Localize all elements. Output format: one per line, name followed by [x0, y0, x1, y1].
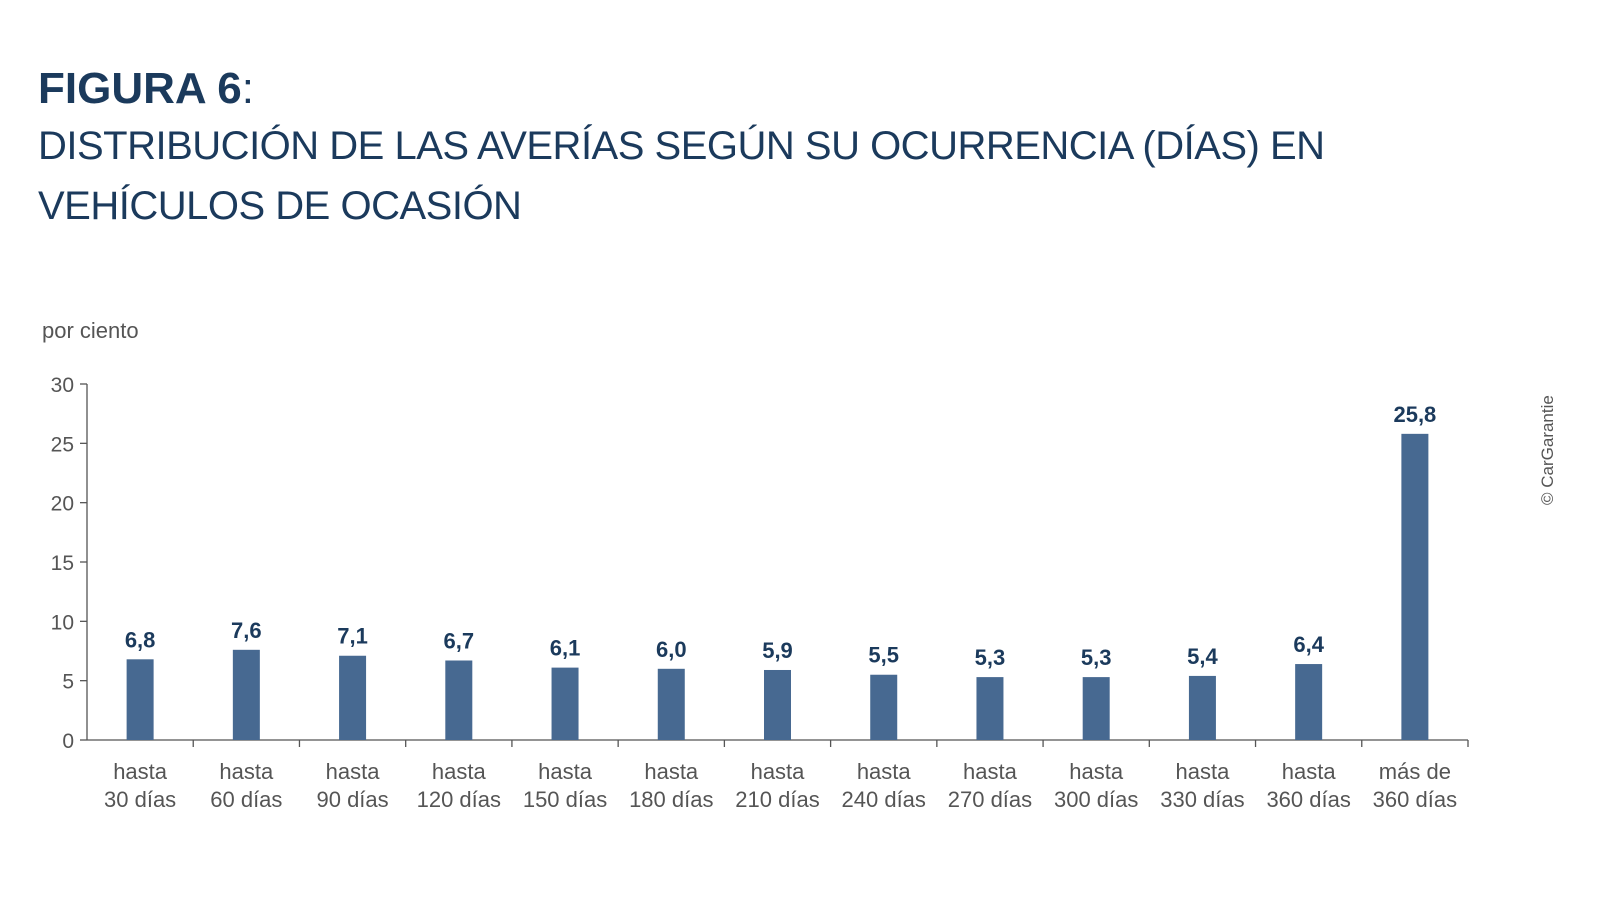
data-label: 5,3 — [1081, 645, 1112, 670]
title-block: FIGURA 6: DISTRIBUCIÓN DE LAS AVERÍAS SE… — [38, 62, 1438, 236]
x-tick-label: hasta — [326, 759, 381, 784]
x-tick-label: 360 días — [1266, 787, 1350, 812]
data-label: 25,8 — [1393, 402, 1436, 427]
bar — [870, 674, 898, 740]
data-label: 5,5 — [868, 643, 899, 668]
y-tick-label: 30 — [51, 374, 74, 397]
y-axis-unit-label: por ciento — [42, 318, 139, 343]
x-tick-label: 360 días — [1373, 787, 1457, 812]
x-tick-label: 270 días — [948, 787, 1032, 812]
x-tick-label: 30 días — [104, 787, 176, 812]
y-tick-label: 15 — [51, 552, 74, 575]
bar — [1082, 677, 1110, 740]
data-label: 6,4 — [1293, 632, 1324, 657]
x-tick-label: hasta — [113, 759, 168, 784]
x-tick-label: hasta — [1282, 759, 1337, 784]
bar — [1188, 675, 1216, 740]
x-tick-label: hasta — [1176, 759, 1231, 784]
y-tick-label: 0 — [62, 730, 74, 753]
x-tick-label: 240 días — [842, 787, 926, 812]
x-tick-label: 330 días — [1160, 787, 1244, 812]
x-tick-label: 120 días — [417, 787, 501, 812]
y-tick-label: 5 — [62, 671, 74, 694]
bar — [1401, 433, 1429, 740]
data-label: 7,6 — [231, 618, 262, 643]
bar — [764, 669, 791, 740]
data-label: 5,9 — [762, 638, 793, 663]
chart-title: DISTRIBUCIÓN DE LAS AVERÍAS SEGÚN SU OCU… — [38, 124, 1325, 228]
x-tick-label: hasta — [963, 759, 1018, 784]
x-tick-label: hasta — [751, 759, 806, 784]
data-label: 7,1 — [337, 624, 368, 649]
x-tick-label: 60 días — [210, 787, 282, 812]
x-tick-label: 300 días — [1054, 787, 1138, 812]
x-tick-label: más de — [1379, 759, 1451, 784]
x-tick-label: hasta — [1069, 759, 1124, 784]
bar — [657, 668, 685, 740]
bar — [551, 667, 579, 740]
data-label: 6,8 — [125, 627, 156, 652]
y-tick-label: 25 — [51, 433, 74, 456]
bar — [339, 655, 367, 740]
x-tick-label: 180 días — [629, 787, 713, 812]
x-tick-label: 90 días — [316, 787, 388, 812]
bar — [976, 677, 1004, 740]
data-label: 6,7 — [444, 628, 475, 653]
bar — [126, 659, 154, 740]
x-tick-label: 210 días — [735, 787, 819, 812]
x-tick-label: hasta — [857, 759, 912, 784]
x-tick-label: hasta — [538, 759, 593, 784]
data-label: 6,1 — [550, 636, 581, 661]
x-tick-label: hasta — [432, 759, 487, 784]
figure-label: FIGURA 6: — [38, 64, 254, 113]
x-tick-label: hasta — [644, 759, 699, 784]
data-label: 5,3 — [975, 645, 1006, 670]
data-label: 6,0 — [656, 637, 687, 662]
y-tick-label: 10 — [51, 611, 74, 634]
bar — [232, 649, 260, 740]
x-tick-label: hasta — [219, 759, 274, 784]
data-label: 5,4 — [1187, 644, 1218, 669]
bar — [1295, 664, 1323, 740]
bar — [445, 660, 473, 740]
x-tick-label: 150 días — [523, 787, 607, 812]
y-tick-label: 20 — [51, 493, 74, 516]
